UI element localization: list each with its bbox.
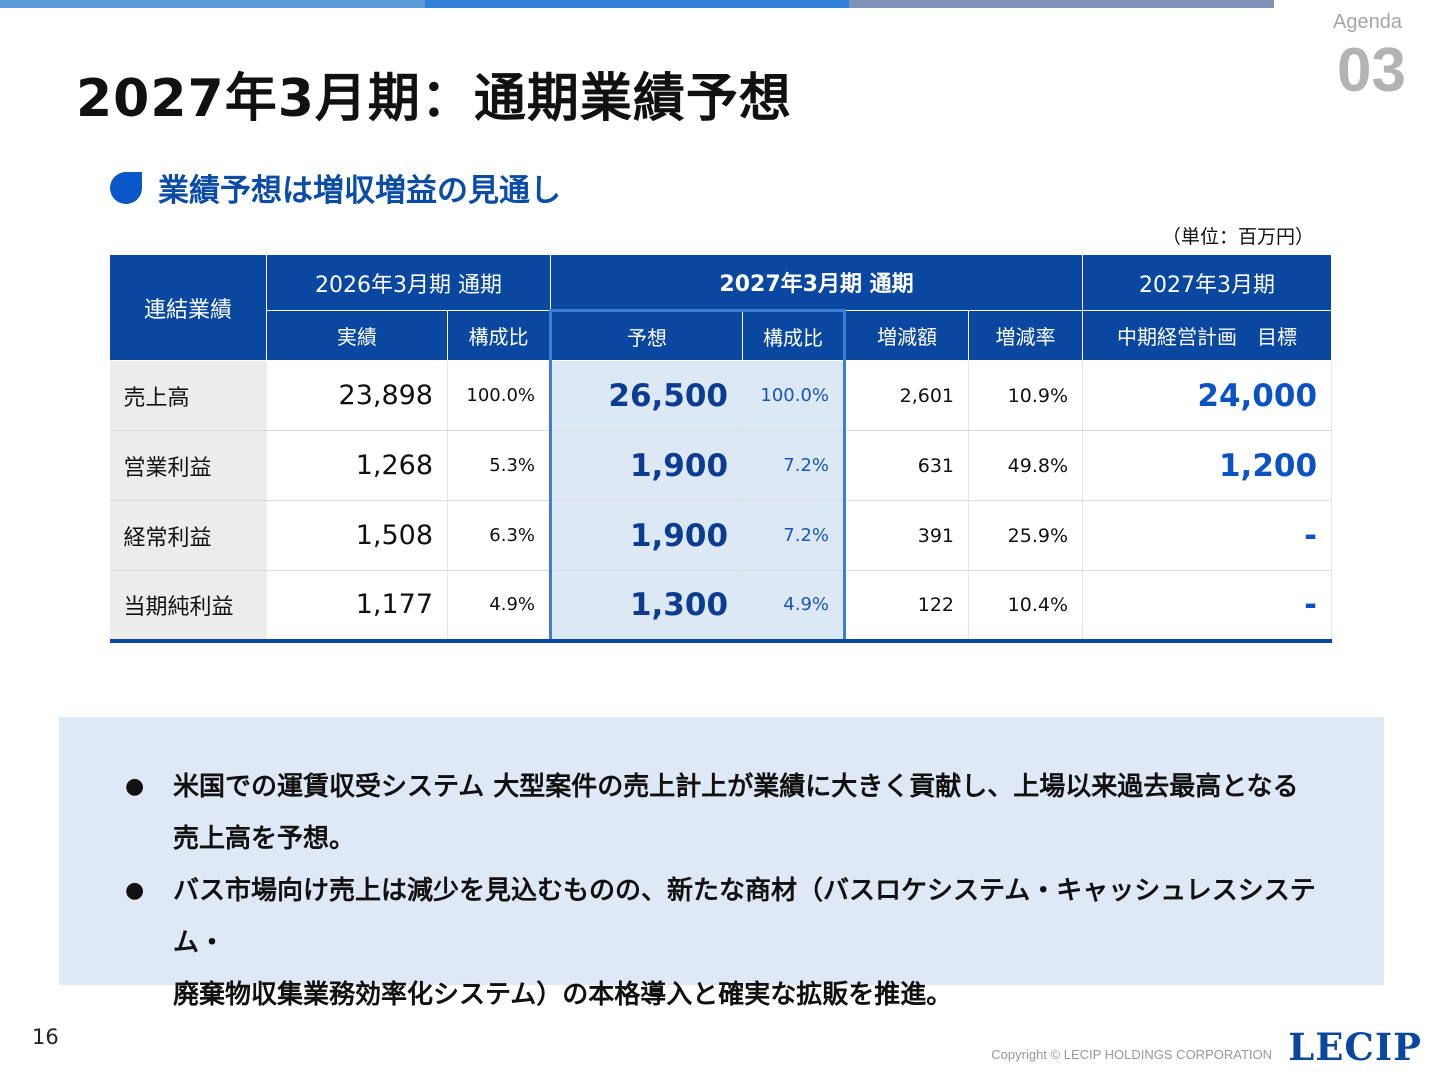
- forecast-value: 26,500: [549, 360, 744, 431]
- note-item: ● バス市場向け売上は減少を見込むものの、新たな商材（バスロケシステム・キャッシ…: [125, 865, 1354, 1021]
- page-title: 2027年3月期：通期業績予想: [76, 69, 792, 129]
- actual-ratio: 6.3%: [447, 500, 552, 571]
- forecast-ratio: 100.0%: [742, 360, 847, 431]
- forecast-ratio: 7.2%: [742, 500, 847, 571]
- col-header-actual-ratio: 構成比: [446, 310, 552, 361]
- forecast-value: 1,900: [549, 500, 744, 571]
- notes-box: ● 米国での運賃収受システム 大型案件の売上計上が業績に大きく貢献し、上場以来過…: [59, 717, 1384, 1010]
- note-item: ● 米国での運賃収受システム 大型案件の売上計上が業績に大きく貢献し、上場以来過…: [125, 761, 1354, 865]
- note-line: バス市場向け売上は減少を見込むものの、新たな商材（バスロケシステム・キャッシュレ…: [173, 876, 1316, 958]
- note-line: 売上高を予想。: [173, 824, 356, 854]
- results-table: 連結業績 2026年3月期 通期 2027年3月期 通期 2027年3月期 実績…: [109, 254, 1333, 643]
- accent-bar-segment: [425, 0, 849, 8]
- plan-target: -: [1082, 500, 1333, 571]
- change-rate: 49.8%: [968, 430, 1084, 501]
- subheading-text: 業績予想は増収増益の見通し: [158, 173, 561, 209]
- bullet-icon: ●: [125, 878, 145, 903]
- change-amount: 122: [844, 570, 970, 643]
- unit-note: （単位：百万円）: [1161, 226, 1314, 248]
- bullet-drop-icon: [110, 171, 142, 204]
- col-header-target: 中期経営計画 目標: [1082, 310, 1333, 361]
- accent-bar-segment: [849, 0, 1274, 8]
- actual-ratio: 4.9%: [447, 570, 552, 643]
- copyright-text: Copyright © LECIP HOLDINGS CORPORATION: [991, 1047, 1272, 1062]
- agenda-label: Agenda: [1333, 11, 1402, 33]
- actual-ratio: 5.3%: [447, 430, 552, 501]
- note-text: バス市場向け売上は減少を見込むものの、新たな商材（バスロケシステム・キャッシュレ…: [173, 865, 1354, 1021]
- accent-bar-segment: [0, 0, 425, 8]
- company-logo: LECIP: [1288, 1025, 1422, 1069]
- change-rate: 10.9%: [968, 360, 1084, 431]
- forecast-value: 1,900: [549, 430, 744, 501]
- note-line: 廃棄物収集業務効率化システム）の本格導入と確実な拡販を推進。: [173, 980, 953, 1010]
- actual-value: 1,268: [266, 430, 448, 501]
- page-number: 16: [32, 1025, 59, 1049]
- row-label: 営業利益: [109, 430, 267, 501]
- group-header-fy2026: 2026年3月期 通期: [265, 254, 552, 311]
- table-row: 経常利益 1,508 6.3% 1,900 7.2% 391 25.9% -: [109, 500, 1333, 571]
- group-header-fy2027: 2027年3月期 通期: [550, 254, 1084, 311]
- row-label: 経常利益: [109, 500, 267, 571]
- table-corner-header: 連結業績: [109, 254, 267, 361]
- top-accent-bar: [0, 0, 1274, 8]
- forecast-ratio: 7.2%: [742, 430, 847, 501]
- actual-value: 1,508: [266, 500, 448, 571]
- table-row: 当期純利益 1,177 4.9% 1,300 4.9% 122 10.4% -: [109, 570, 1333, 643]
- col-header-actual: 実績: [266, 310, 448, 361]
- change-amount: 2,601: [844, 360, 970, 431]
- row-label: 当期純利益: [109, 570, 267, 643]
- row-label: 売上高: [109, 360, 267, 431]
- col-header-forecast: 予想: [549, 309, 744, 361]
- change-rate: 25.9%: [968, 500, 1084, 571]
- table-row: 売上高 23,898 100.0% 26,500 100.0% 2,601 10…: [109, 360, 1333, 431]
- change-amount: 391: [844, 500, 970, 571]
- table-row: 営業利益 1,268 5.3% 1,900 7.2% 631 49.8% 1,2…: [109, 430, 1333, 501]
- col-header-change: 増減額: [844, 310, 970, 361]
- note-line: 米国での運賃収受システム 大型案件の売上計上が業績に大きく貢献し、上場以来過去最…: [173, 772, 1299, 802]
- col-header-change-rate: 増減率: [968, 310, 1084, 361]
- group-header-plan: 2027年3月期: [1082, 254, 1333, 311]
- actual-value: 23,898: [266, 360, 448, 431]
- forecast-ratio: 4.9%: [742, 570, 847, 643]
- plan-target: 1,200: [1082, 430, 1333, 501]
- plan-target: 24,000: [1082, 360, 1333, 431]
- bullet-icon: ●: [125, 774, 145, 799]
- actual-ratio: 100.0%: [447, 360, 552, 431]
- agenda-number: 03: [1337, 36, 1406, 105]
- plan-target: -: [1082, 570, 1333, 643]
- actual-value: 1,177: [266, 570, 448, 643]
- note-text: 米国での運賃収受システム 大型案件の売上計上が業績に大きく貢献し、上場以来過去最…: [173, 761, 1299, 865]
- change-rate: 10.4%: [968, 570, 1084, 643]
- change-amount: 631: [844, 430, 970, 501]
- col-header-forecast-ratio: 構成比: [742, 309, 847, 361]
- subheading: 業績予想は増収増益の見通し: [110, 165, 561, 210]
- forecast-value: 1,300: [549, 570, 744, 643]
